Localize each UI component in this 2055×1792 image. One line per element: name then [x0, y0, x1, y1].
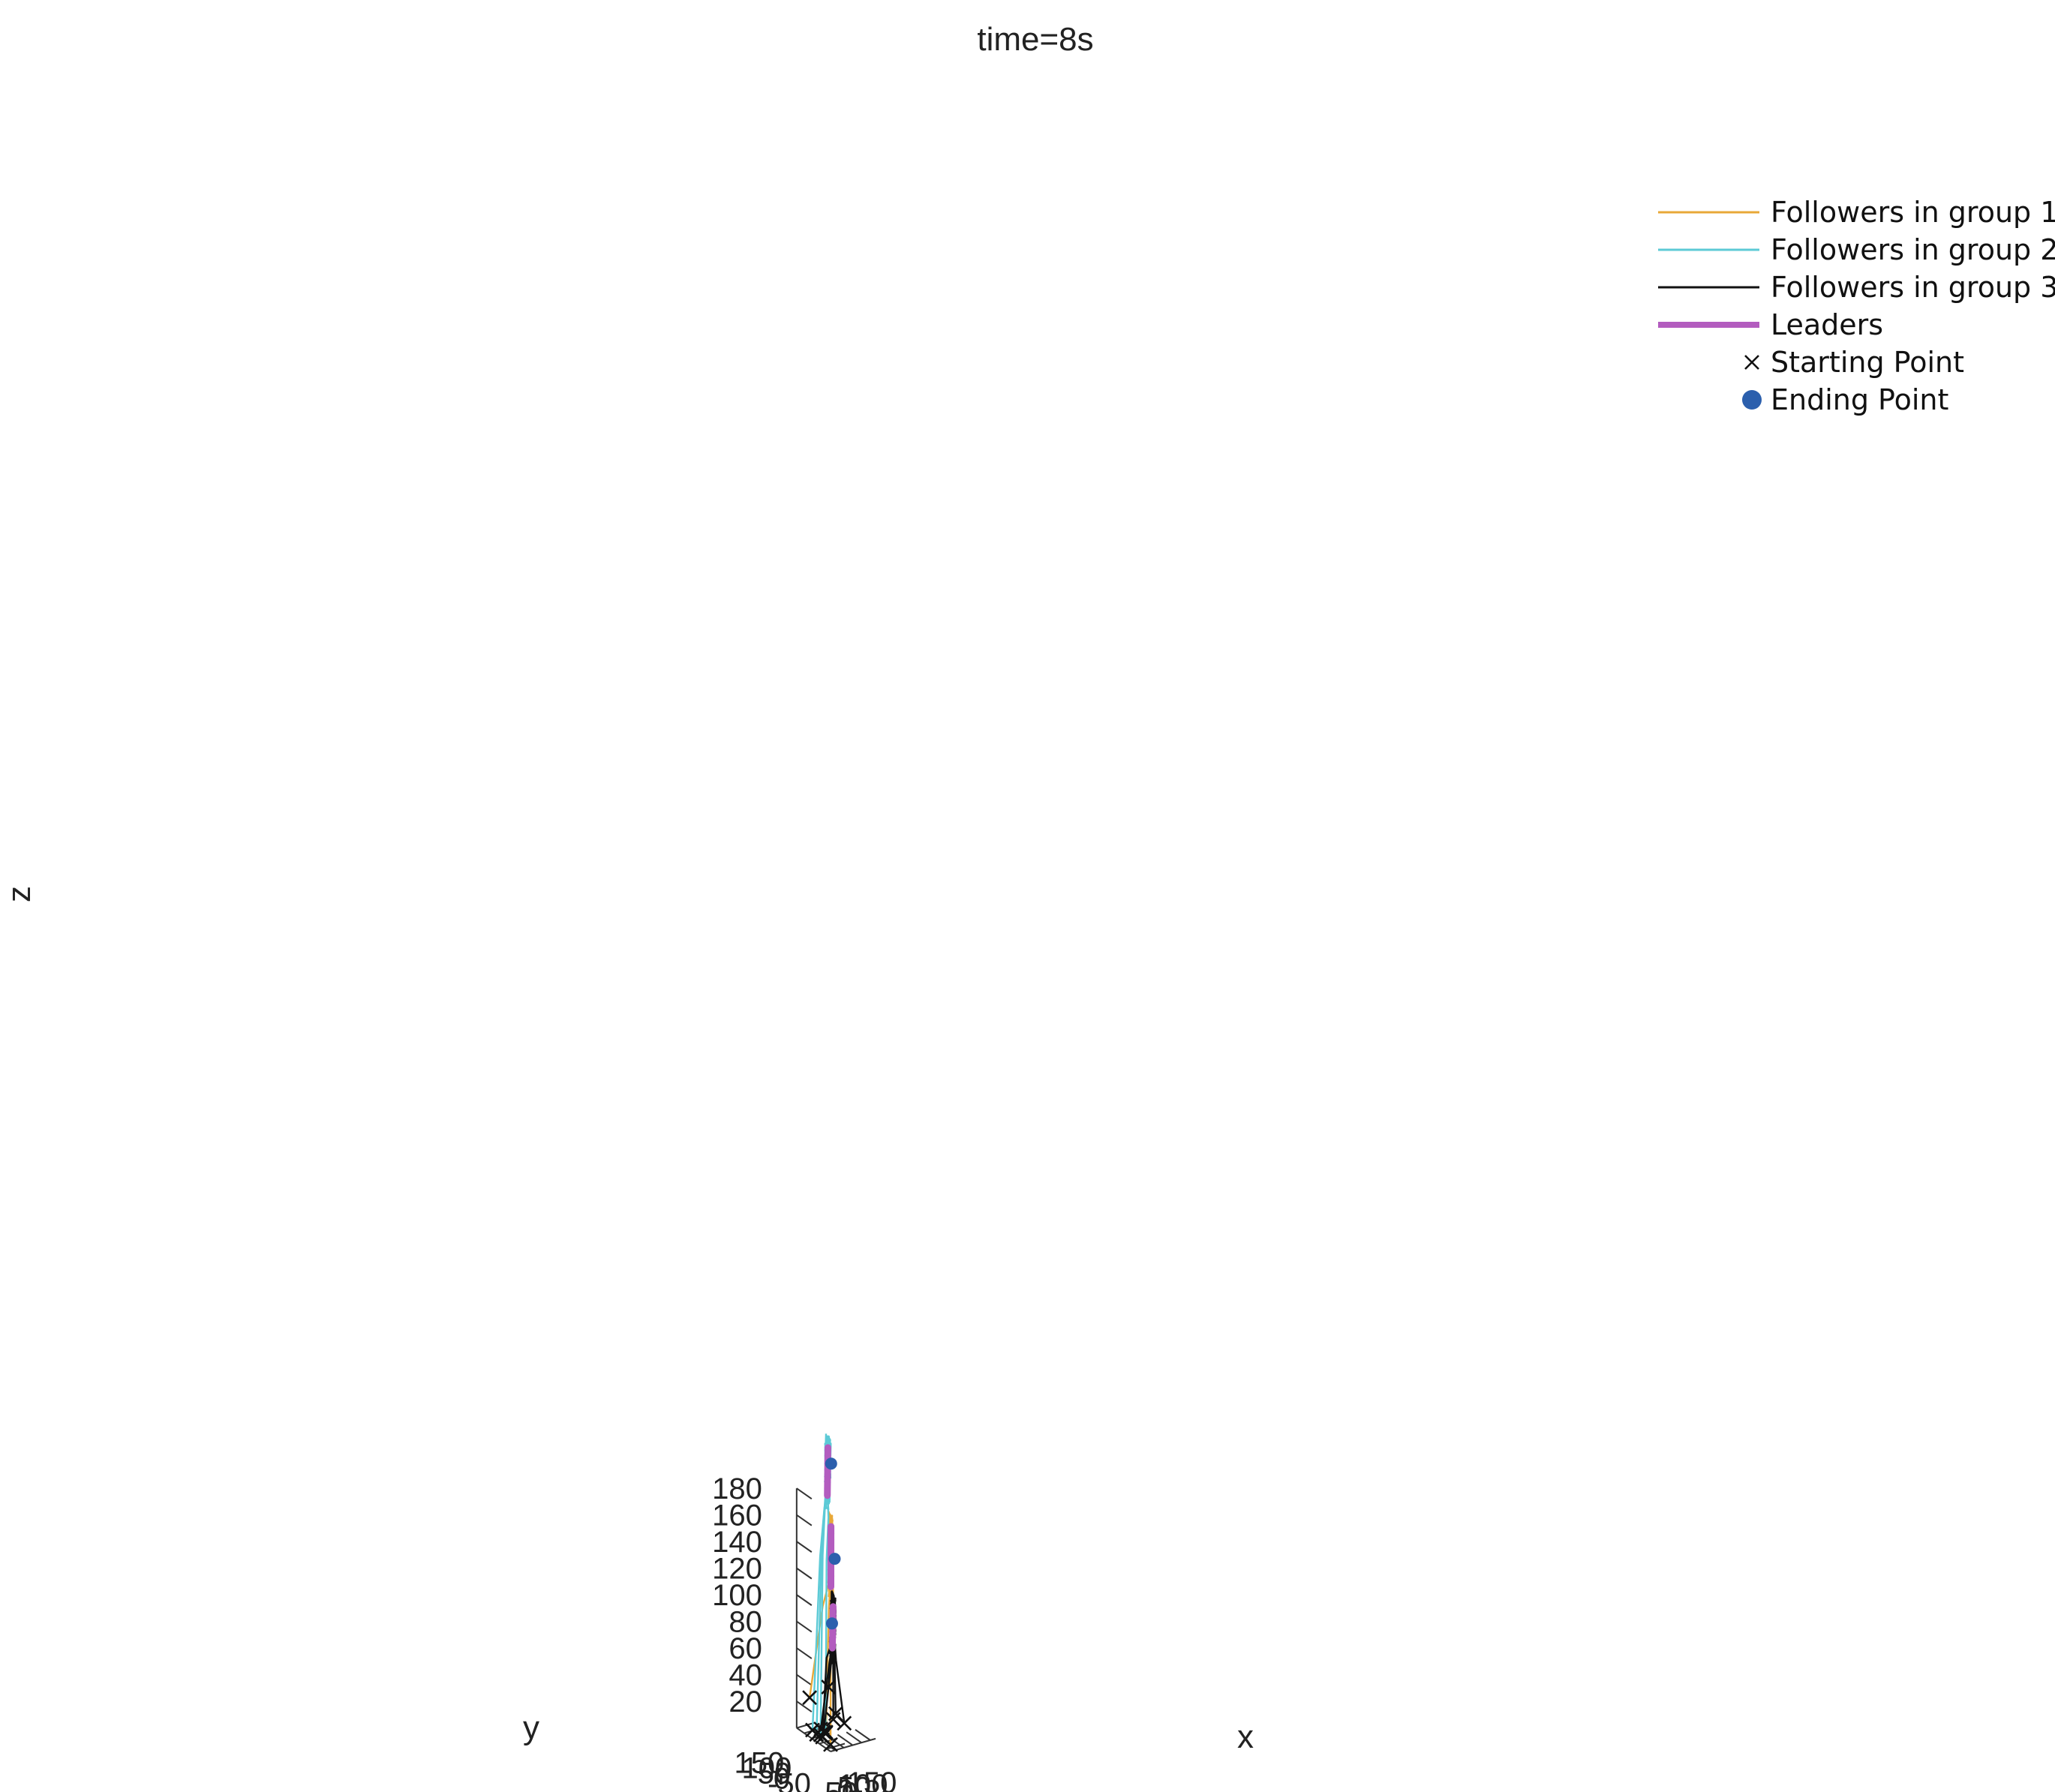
y-axis-label: y: [523, 1709, 539, 1746]
x-tick-label: 100: [838, 1769, 888, 1792]
z-tick: [796, 1647, 813, 1659]
starting-point-marker: [821, 1679, 837, 1694]
x-axis-label: x: [1237, 1718, 1254, 1755]
chart-title: time=8s: [977, 21, 1093, 58]
y-tick-label: 150: [734, 1747, 784, 1780]
starting-point-marker: [802, 1690, 818, 1706]
z-tick-label: 100: [712, 1579, 762, 1612]
axes: -50050100150-500501001502040608010012014…: [712, 1472, 897, 1792]
y-tick-label: 0: [774, 1763, 790, 1792]
legend-label: Followers in group 3: [1771, 271, 2055, 304]
y-tick: [826, 1742, 846, 1750]
legend-item: Ending Point: [1742, 383, 1948, 416]
markers: [802, 1457, 852, 1752]
starting-point-marker: [816, 1724, 831, 1739]
z-tick: [796, 1673, 813, 1686]
x-tick: [855, 1729, 871, 1741]
legend-item: Starting Point: [1744, 346, 1964, 379]
z-axis-label: z: [1, 886, 38, 902]
z-tick-label: 140: [712, 1526, 762, 1559]
ending-point-marker: [825, 1457, 837, 1470]
y-axis-line: [796, 1727, 831, 1752]
z-tick-label: 20: [729, 1685, 762, 1718]
legend-swatch: [1744, 355, 1759, 370]
z-tick-label: 60: [729, 1632, 762, 1665]
y-tick-label: -50: [768, 1768, 811, 1792]
z-tick: [796, 1514, 813, 1526]
z-tick-label: 120: [712, 1553, 762, 1586]
z-tick: [796, 1594, 813, 1606]
legend: Followers in group 1 Followers in group 2…: [1658, 196, 2055, 416]
ending-point-marker: [828, 1553, 841, 1565]
legend-label: Leaders: [1771, 308, 1883, 341]
z-tick: [796, 1700, 813, 1712]
z-tick-label: 180: [712, 1472, 762, 1505]
legend-item: Leaders: [1658, 308, 1883, 341]
y-tick-label: 50: [758, 1757, 792, 1790]
z-tick: [796, 1541, 813, 1553]
z-tick-label: 40: [729, 1659, 762, 1692]
x-tick: [837, 1733, 853, 1746]
x-axis-line: [830, 1737, 876, 1752]
starting-point-marker: [815, 1729, 831, 1745]
y-tick-label: 100: [741, 1752, 792, 1785]
ending-point-marker: [825, 1617, 838, 1630]
legend-swatch: [1742, 390, 1762, 410]
z-tick-label: 160: [712, 1499, 762, 1532]
z-tick: [796, 1487, 813, 1499]
x-tick-label: 50: [837, 1772, 871, 1792]
legend-label: Followers in group 1: [1771, 196, 2055, 229]
legend-label: Starting Point: [1771, 346, 1964, 379]
starting-point-marker: [837, 1715, 852, 1731]
legend-item: Followers in group 2: [1658, 233, 2055, 266]
x-tick-label: 0: [837, 1774, 854, 1792]
z-tick-label: 80: [729, 1606, 762, 1639]
x-tick-label: 150: [847, 1766, 897, 1792]
x-tick: [846, 1731, 862, 1744]
x-tick-label: -50: [815, 1776, 858, 1792]
y-tick: [796, 1721, 816, 1729]
legend-item: Followers in group 1: [1658, 196, 2055, 229]
z-tick: [796, 1567, 813, 1580]
legend-label: Ending Point: [1771, 383, 1948, 416]
z-tick: [796, 1620, 813, 1633]
legend-label: Followers in group 2: [1771, 233, 2055, 266]
legend-item: Followers in group 3: [1658, 271, 2055, 304]
